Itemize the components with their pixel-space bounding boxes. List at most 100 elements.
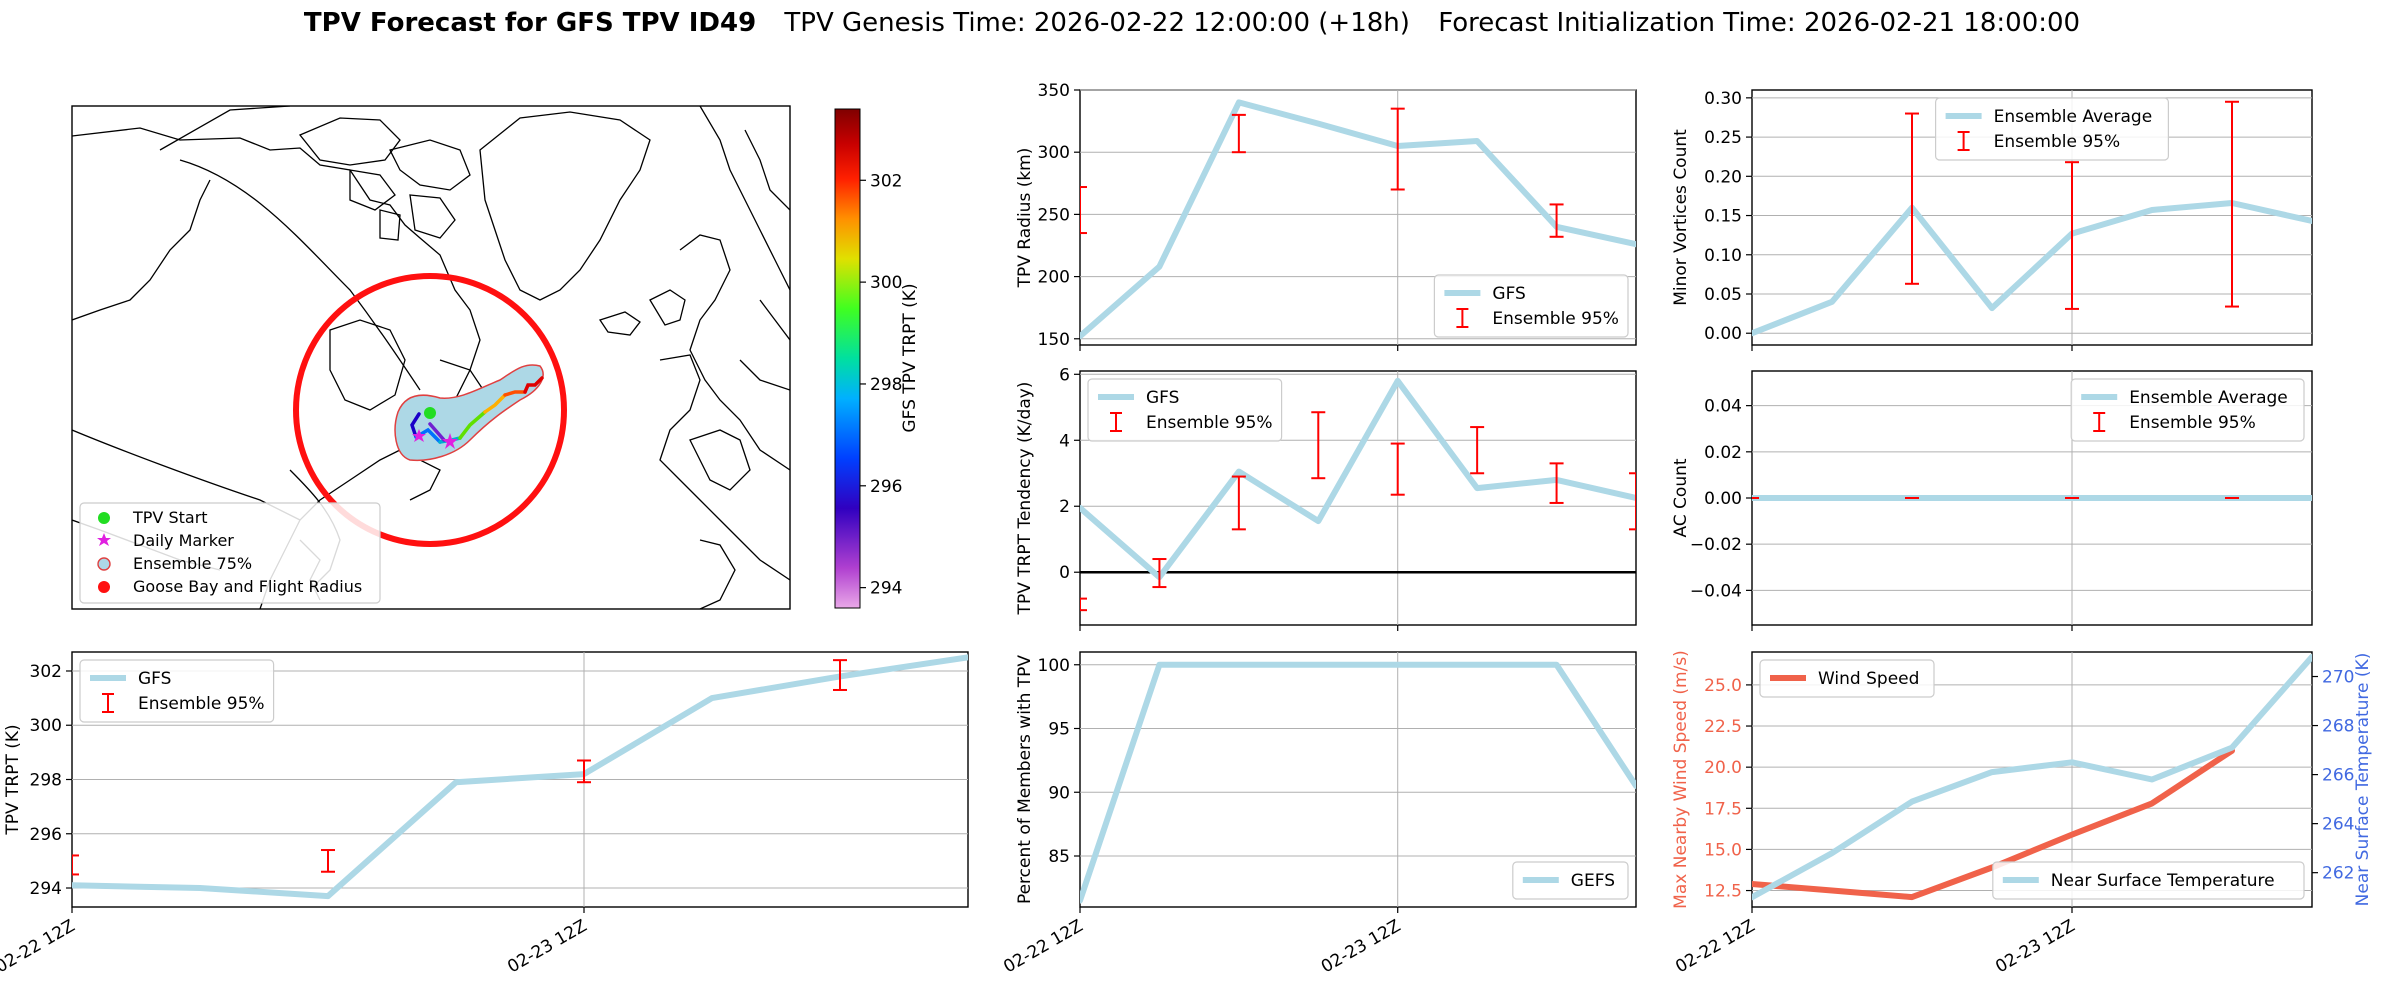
colorbar-tick-label: 296 (870, 477, 902, 497)
y-tick-label: 0.02 (1704, 443, 1742, 463)
y-tick-label: 0 (1059, 563, 1070, 583)
y-tick-label: 0.10 (1704, 246, 1742, 266)
y-tick-label: 6 (1059, 365, 1070, 385)
figure-title: TPV Forecast for GFS TPV ID49 TPV Genesi… (304, 8, 2080, 38)
legend-label: Near Surface Temperature (2051, 871, 2275, 891)
legend-label: Wind Speed (1818, 669, 1919, 689)
colorbar (835, 109, 860, 608)
legend-label: Ensemble 95% (1146, 413, 1273, 433)
y-tick-label: 12.5 (1704, 882, 1742, 902)
chart-legend: GFS Ensemble 95% (1088, 379, 1282, 441)
legend-ensemble-75-label: Ensemble 75% (133, 554, 252, 573)
legend-tpv-start-label: TPV Start (132, 508, 208, 527)
y-tick-label: 4 (1059, 431, 1070, 451)
x-tick-label: 02-22 12Z (1672, 916, 1758, 977)
y-tick-label: 20.0 (1704, 758, 1742, 778)
y-tick-label: 294 (30, 879, 62, 899)
legend-label: GFS (138, 669, 171, 689)
y-tick-label: 85 (1048, 847, 1070, 867)
y-axis-label: Percent of Members with TPV (1015, 655, 1035, 904)
tpv-start-marker (424, 407, 436, 419)
legend-ensemble-75-icon (98, 558, 110, 570)
chart-wind: 25.0 22.5 20.0 17.5 15.0 12.5 02-22 12Z 02-23 1… (1671, 650, 2373, 977)
y-tick-label: 25.0 (1704, 676, 1742, 696)
x-tick-label: 02-22 12Z (0, 916, 79, 977)
y-tick-label: 350 (1038, 81, 1070, 101)
legend-tpv-start-icon (98, 512, 110, 524)
colorbar-tick-label: 294 (870, 579, 902, 599)
legend-label: Ensemble 95% (1994, 132, 2121, 152)
y-tick-label: 2 (1059, 497, 1070, 517)
y-axis-label: AC Count (1671, 458, 1691, 537)
y-tick-label: 302 (30, 662, 62, 682)
y-tick-label: 296 (30, 825, 62, 845)
y2-tick-label: 268 (2322, 717, 2354, 737)
title-genesis-time: TPV Genesis Time: 2026-02-22 12:00:00 (+… (783, 8, 1410, 38)
y-tick-label: −0.02 (1690, 535, 1742, 555)
legend-daily-marker-label: Daily Marker (133, 531, 234, 550)
chart-legend: Wind Speed (1760, 660, 1934, 697)
chart-members: 100 95 90 85 02-22 12Z 02-23 12Z Percent of Me… (1000, 652, 1636, 977)
y-tick-label: 22.5 (1704, 717, 1742, 737)
y2-tick-label: 270 (2322, 668, 2354, 688)
legend-label: Ensemble Average (2129, 388, 2288, 408)
legend-goose-bay-label: Goose Bay and Flight Radius (133, 577, 362, 596)
y-tick-label: 0.30 (1704, 89, 1742, 109)
chart-legend: Ensemble Average Ensemble 95% (2071, 379, 2304, 441)
y2-tick-label: 266 (2322, 766, 2354, 786)
chart-trpt: 302 300 298 296 294 02-22 12Z 02-23 12Z TPV TRP… (0, 652, 968, 977)
y-tick-label: 150 (1038, 330, 1070, 350)
legend-label: Ensemble Average (1994, 107, 2153, 127)
legend-label: Ensemble 95% (2129, 413, 2256, 433)
x-tick-label: 02-23 12Z (504, 916, 590, 977)
map-panel: TPV Start Daily Marker Ensemble 75% Goos… (72, 106, 920, 609)
chart-tendency: 6 4 2 0 TPV TRPT Tendency (K/day) GFS Ensemble… (1015, 365, 1643, 631)
colorbar-tick-label: 300 (870, 273, 902, 293)
y-tick-label: 298 (30, 771, 62, 791)
y-axis-label: TPV Radius (km) (1015, 148, 1035, 289)
legend-goose-bay-icon (98, 581, 110, 593)
y-tick-label: 95 (1048, 720, 1070, 740)
legend-label: GFS (1146, 388, 1179, 408)
y-axis-label: TPV TRPT Tendency (K/day) (1015, 382, 1035, 616)
y-tick-label: 0.20 (1704, 167, 1742, 187)
y-axis-label: TPV TRPT (K) (3, 724, 23, 835)
title-tpv-id: TPV Forecast for GFS TPV ID49 (304, 8, 756, 38)
legend-label: Ensemble 95% (1492, 309, 1619, 329)
y-tick-label: 0.15 (1704, 207, 1742, 227)
y-tick-label: 200 (1038, 268, 1070, 288)
chart-ac: 0.04 0.02 0.00 −0.02 −0.04 AC Count Ensemble A… (1671, 371, 2312, 631)
y-tick-label: 0.04 (1704, 397, 1742, 417)
y-tick-label: 0.00 (1704, 324, 1742, 344)
y-tick-label: 15.0 (1704, 840, 1742, 860)
legend-label: GFS (1492, 284, 1525, 304)
y2-tick-label: 262 (2322, 864, 2354, 884)
map-legend: TPV Start Daily Marker Ensemble 75% Goos… (80, 503, 380, 603)
y-tick-label: 250 (1038, 205, 1070, 225)
chart-legend: GFS Ensemble 95% (80, 660, 274, 722)
y-tick-label: −0.04 (1690, 581, 1742, 601)
chart-legend: GFS Ensemble 95% (1434, 275, 1628, 337)
colorbar-label: GFS TPV TRPT (K) (900, 283, 920, 432)
chart-radius: 350 300 250 200 150 TPV Radius (km) GFS Ensembl… (1015, 81, 1636, 351)
y-tick-label: 300 (30, 716, 62, 736)
chart-legend: GEFS (1513, 862, 1628, 899)
y-axis-label: Max Nearby Wind Speed (m/s) (1671, 650, 1691, 909)
y-tick-label: 90 (1048, 783, 1070, 803)
y-tick-label: 100 (1038, 656, 1070, 676)
y-tick-label: 300 (1038, 143, 1070, 163)
y-tick-label: 17.5 (1704, 799, 1742, 819)
legend-label: Ensemble 95% (138, 694, 265, 714)
x-tick-label: 02-23 12Z (1318, 916, 1404, 977)
y-tick-label: 0.05 (1704, 285, 1742, 305)
y-tick-label: 0.25 (1704, 128, 1742, 148)
colorbar-tick-label: 302 (870, 171, 902, 191)
chart-legend: Near Surface Temperature (1993, 862, 2304, 899)
x-tick-label: 02-22 12Z (1000, 916, 1086, 977)
x-tick-label: 02-23 12Z (1992, 916, 2078, 977)
y-tick-label: 0.00 (1704, 489, 1742, 509)
